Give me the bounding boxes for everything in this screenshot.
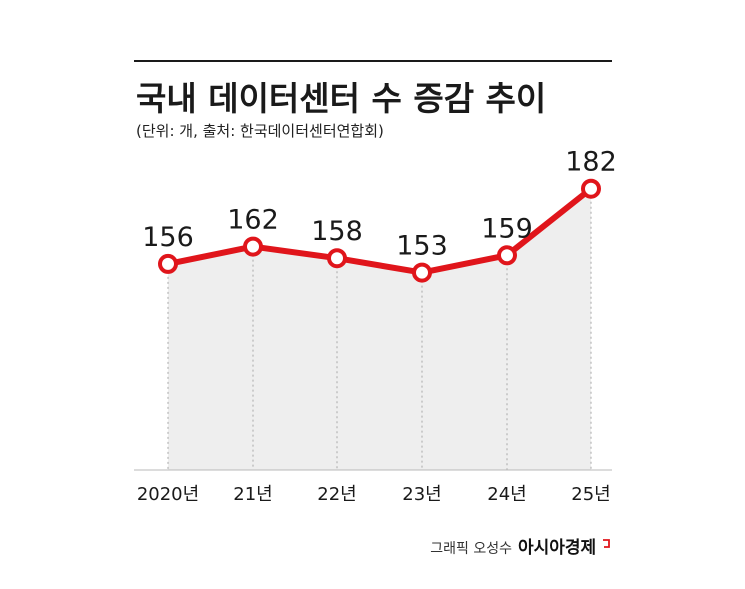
x-tick-label: 22년 xyxy=(317,484,356,505)
series-line xyxy=(165,185,594,276)
data-point xyxy=(581,178,601,199)
data-label: 159 xyxy=(481,213,533,244)
data-label: 156 xyxy=(142,222,194,253)
guide-lines xyxy=(167,196,592,470)
area-fill xyxy=(168,188,591,470)
x-tick-label: 21년 xyxy=(233,484,272,505)
x-tick-label: 24년 xyxy=(487,484,526,505)
brand-logo-icon xyxy=(603,539,610,548)
x-tick-label: 23년 xyxy=(402,484,441,505)
data-point xyxy=(243,236,263,257)
data-label: 162 xyxy=(227,205,279,236)
data-point xyxy=(497,245,517,266)
data-labels: 156 162 158 153 159 182 xyxy=(142,147,617,262)
chart-title: 국내 데이터센터 수 증감 추이 xyxy=(136,79,546,118)
credit-author: 그래픽 오성수 xyxy=(430,541,512,557)
x-tick-label: 2020년 xyxy=(137,484,199,505)
chart-subtitle: (단위: 개, 출처: 한국데이터센터연합회) xyxy=(136,122,384,140)
data-label: 158 xyxy=(311,216,363,247)
data-label: 182 xyxy=(565,147,617,178)
data-point xyxy=(158,253,178,274)
credit-brand: 아시아경제 xyxy=(518,538,596,558)
data-point xyxy=(327,248,347,269)
x-tick-label: 25년 xyxy=(571,484,610,505)
data-label: 153 xyxy=(396,231,448,262)
data-point xyxy=(412,262,432,283)
data-markers xyxy=(158,178,601,283)
x-axis-ticks: 2020년 21년 22년 23년 24년 25년 xyxy=(137,484,611,505)
